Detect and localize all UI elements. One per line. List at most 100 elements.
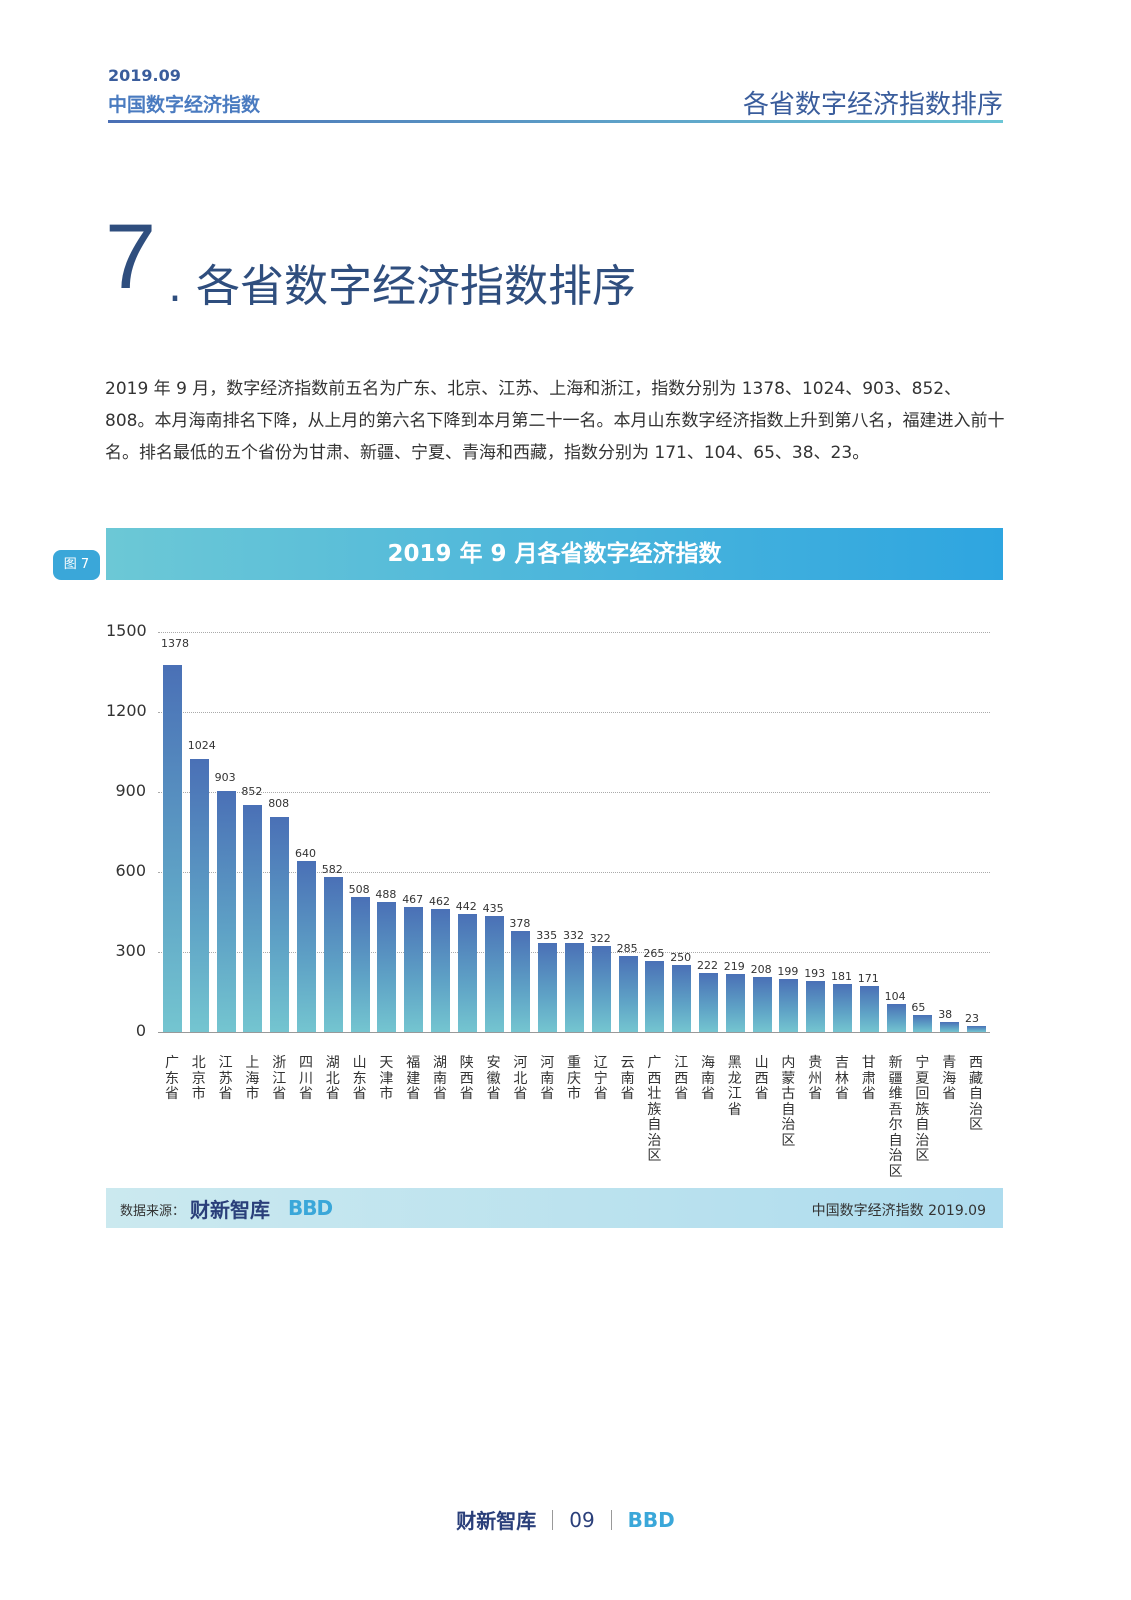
page-footer: 财新智库 09 BBD — [0, 1505, 1131, 1534]
x-category-label: 山东省 — [352, 1055, 367, 1102]
bar-北京市 — [189, 758, 209, 1032]
gridline — [158, 872, 990, 873]
x-category-label: 贵州省 — [808, 1055, 823, 1102]
x-category-label: 河南省 — [540, 1055, 555, 1102]
section-number: 7 — [105, 206, 157, 308]
y-tick-label: 600 — [115, 861, 146, 880]
bar-value-label: 23 — [965, 1011, 979, 1025]
bar-value-label: 65 — [911, 1000, 926, 1014]
body-paragraph: 2019 年 9 月，数字经济指数前五名为广东、北京、江苏、上海和浙江，指数分别… — [105, 379, 1005, 463]
x-category-label: 广西壮族自治区 — [647, 1055, 662, 1164]
bar-value-label: 1378 — [161, 636, 189, 650]
bar-value-label: 250 — [670, 951, 692, 965]
bar-value-label: 640 — [295, 847, 316, 861]
bar-value-label: 508 — [348, 882, 370, 896]
bar-云南省 — [618, 956, 638, 1032]
bar-value-label: 222 — [697, 958, 718, 972]
bar-新疆维吾尔自治区 — [886, 1004, 906, 1032]
source-label: 数据来源： — [120, 1204, 186, 1219]
x-category-label: 山西省 — [754, 1055, 769, 1102]
source-bar — [106, 1188, 1003, 1228]
bar-内蒙古自治区 — [779, 978, 799, 1032]
y-tick-label: 1500 — [106, 621, 147, 640]
bar-宁夏回族自治区 — [913, 1014, 933, 1032]
header-date: 2019.09 — [108, 66, 181, 85]
bar-青海省 — [940, 1021, 960, 1032]
x-category-label: 北京市 — [191, 1055, 206, 1102]
bar-value-label: 808 — [268, 796, 290, 810]
x-category-label: 宁夏回族自治区 — [915, 1055, 930, 1164]
figure-tag: 图 7 — [53, 550, 100, 580]
bar-贵州省 — [806, 980, 826, 1032]
bar-value-label: 219 — [723, 959, 745, 973]
bar-value-label: 193 — [804, 966, 826, 980]
bar-天津市 — [377, 901, 397, 1032]
bar-value-label: 582 — [321, 862, 343, 876]
bar-value-label: 181 — [831, 969, 852, 983]
x-category-label: 四川省 — [299, 1055, 313, 1102]
bar-value-label: 171 — [857, 972, 879, 986]
bar-湖北省 — [323, 876, 343, 1032]
footer-separator — [610, 1509, 612, 1530]
x-category-label: 青海省 — [942, 1055, 957, 1102]
x-category-label: 西藏自治区 — [969, 1055, 983, 1133]
bar-江苏省 — [216, 791, 236, 1032]
chart-title: 2019 年 9 月各省数字经济指数 — [106, 528, 1003, 580]
bar-湖南省 — [431, 908, 450, 1032]
bar-value-label: 199 — [777, 964, 799, 978]
bar-辽宁省 — [591, 946, 611, 1032]
source-right-text: 中国数字经济指数 2019.09 — [811, 1203, 986, 1219]
x-category-label: 湖北省 — [325, 1055, 340, 1102]
header-divider — [108, 120, 1003, 123]
bar-浙江省 — [270, 816, 290, 1032]
gridline — [158, 792, 990, 793]
y-tick-label: 900 — [115, 781, 146, 800]
x-category-label: 海南省 — [701, 1055, 715, 1102]
bar-山东省 — [350, 896, 370, 1032]
x-category-label: 福建省 — [406, 1055, 421, 1102]
footer-bbd-logo: BBD — [627, 1507, 675, 1532]
caixin-logo: 财新智库 — [190, 1198, 270, 1222]
bar-广西壮族自治区 — [645, 961, 665, 1032]
bar-value-label: 903 — [214, 771, 236, 785]
x-category-label: 重庆市 — [567, 1055, 581, 1102]
x-category-label: 安徽省 — [486, 1055, 501, 1102]
x-category-label: 内蒙古自治区 — [781, 1055, 796, 1149]
header-section: 各省数字经济指数排序 — [742, 90, 1003, 120]
x-category-label: 吉林省 — [835, 1055, 849, 1102]
header-brand: 中国数字经济指数 — [108, 94, 261, 116]
x-category-label: 江苏省 — [218, 1055, 233, 1102]
bar-value-label: 852 — [241, 784, 263, 798]
y-tick-label: 0 — [135, 1021, 146, 1040]
bar-value-label: 104 — [884, 990, 906, 1004]
bar-海南省 — [699, 972, 718, 1032]
bar-value-label: 467 — [402, 893, 424, 907]
bar-江西省 — [672, 965, 692, 1032]
x-category-label: 河北省 — [513, 1055, 528, 1102]
bar-河南省 — [538, 942, 558, 1032]
x-category-label: 云南省 — [620, 1055, 635, 1102]
y-tick-label: 1200 — [106, 701, 147, 720]
bar-value-label: 322 — [589, 932, 611, 946]
bar-value-label: 332 — [563, 929, 584, 943]
bbd-logo: BBD — [288, 1196, 333, 1220]
x-category-label: 辽宁省 — [593, 1055, 608, 1102]
page-number: 09 — [569, 1507, 595, 1532]
bar-value-label: 435 — [482, 902, 504, 915]
x-category-label: 广东省 — [165, 1055, 179, 1102]
bar-value-label: 265 — [643, 947, 665, 961]
bar-四川省 — [297, 861, 316, 1032]
bar-黑龙江省 — [725, 973, 745, 1032]
footer-separator — [552, 1509, 554, 1530]
x-category-label: 陕西省 — [459, 1055, 474, 1102]
bar-山西省 — [752, 976, 772, 1032]
bar-value-label: 38 — [938, 1007, 953, 1021]
x-category-label: 甘肃省 — [861, 1055, 876, 1102]
bar-西藏自治区 — [967, 1025, 986, 1032]
bar-陕西省 — [457, 914, 477, 1032]
gridline — [158, 712, 990, 713]
bar-福建省 — [404, 907, 424, 1032]
x-category-label: 黑龙江省 — [727, 1055, 742, 1118]
bar-甘肃省 — [859, 986, 879, 1032]
bar-value-label: 285 — [616, 942, 638, 955]
